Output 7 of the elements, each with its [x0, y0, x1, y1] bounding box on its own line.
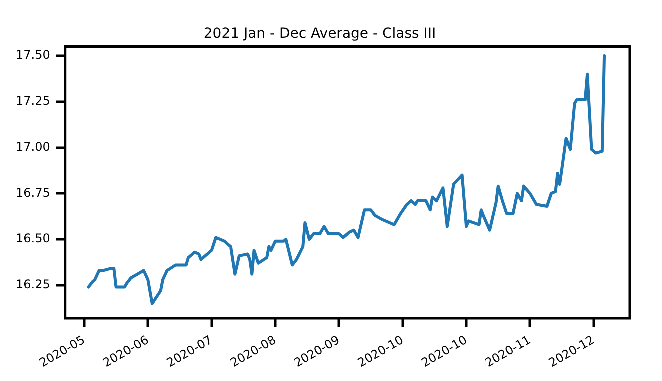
y-tick-label: 17.25	[16, 94, 50, 108]
y-tick-label: 16.50	[16, 232, 50, 246]
chart-title: 2021 Jan - Dec Average - Class III	[204, 26, 436, 42]
y-tick-label: 17.00	[16, 140, 50, 154]
y-tick-label: 16.75	[16, 186, 50, 200]
y-tick-label: 16.25	[16, 278, 50, 292]
y-tick-label: 17.50	[16, 48, 50, 62]
